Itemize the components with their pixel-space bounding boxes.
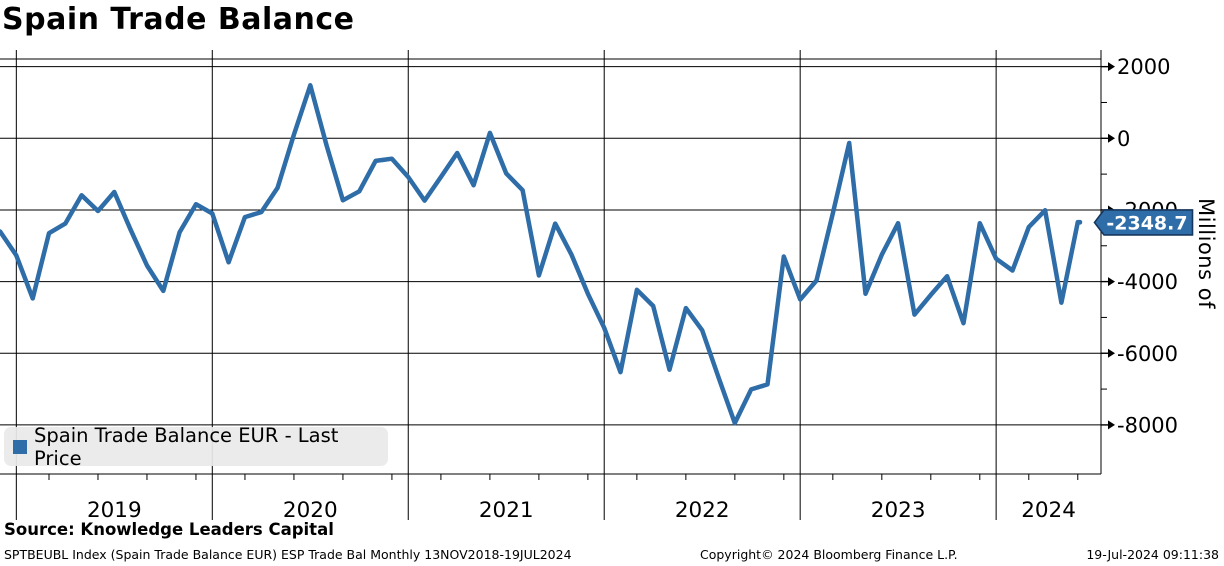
x-axis-year-label: 2023 bbox=[871, 498, 926, 523]
y-axis-tick-label: -4000 bbox=[1117, 270, 1178, 294]
x-axis-year-label: 2019 bbox=[87, 498, 142, 523]
source-line: Source: Knowledge Leaders Capital bbox=[4, 520, 334, 539]
axis-tick-arrow-icon bbox=[1108, 348, 1115, 358]
axis-tick-arrow-icon bbox=[1108, 133, 1115, 143]
page-title: Spain Trade Balance bbox=[2, 2, 355, 37]
y-axis-title: Millions of bbox=[1194, 198, 1218, 309]
y-axis-tick-label: -8000 bbox=[1117, 413, 1178, 437]
footer-timestamp: 19-Jul-2024 09:11:38 bbox=[1086, 547, 1219, 562]
last-price-tag bbox=[1093, 209, 1194, 236]
y-axis-tick-label: -6000 bbox=[1117, 342, 1178, 366]
y-axis-tick-label: 2000 bbox=[1117, 55, 1170, 79]
legend: Spain Trade Balance EUR - Last Price bbox=[4, 424, 388, 470]
last-price-tag-value: -2348.7 bbox=[1106, 212, 1187, 234]
axis-tick-arrow-icon bbox=[1108, 277, 1115, 287]
axis-tick-arrow-icon bbox=[1108, 420, 1115, 430]
x-axis-year-label: 2021 bbox=[479, 498, 534, 523]
x-axis-year-label: 2024 bbox=[1021, 498, 1076, 523]
x-axis-year-label: 2020 bbox=[283, 498, 338, 523]
y-axis-tick-label: 0 bbox=[1117, 127, 1130, 151]
legend-series-label: Spain Trade Balance EUR - Last Price bbox=[34, 423, 339, 470]
x-axis-year-label: 2022 bbox=[675, 498, 730, 523]
trade-balance-series-line bbox=[0, 83, 1083, 426]
axis-tick-arrow-icon bbox=[1108, 62, 1115, 72]
footer-ticker-info: SPTBEUBL Index (Spain Trade Balance EUR)… bbox=[4, 547, 572, 562]
legend-series-swatch-icon bbox=[13, 439, 27, 454]
footer-copyright: Copyright© 2024 Bloomberg Finance L.P. bbox=[700, 547, 958, 562]
